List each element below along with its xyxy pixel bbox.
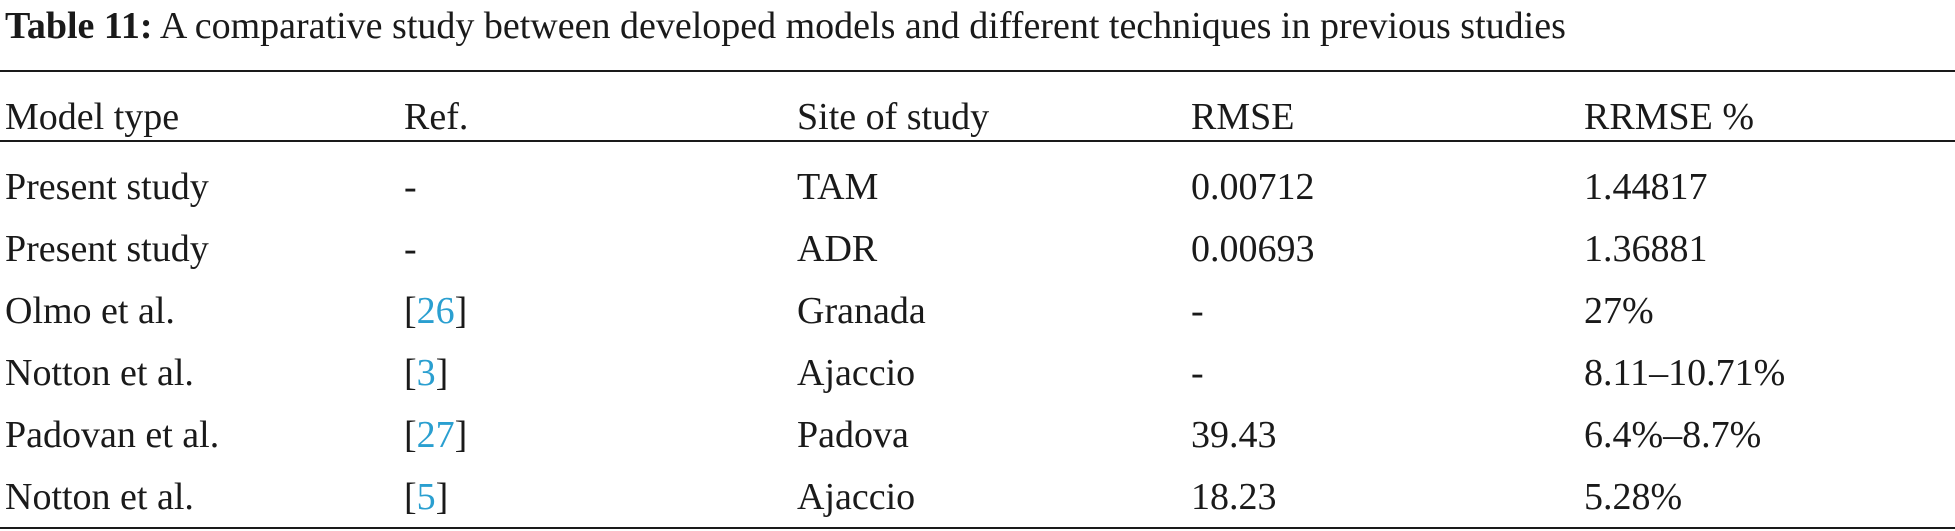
table-caption: Table 11: A comparative study between de…: [5, 0, 1566, 52]
cell-ref: [5]: [404, 476, 449, 518]
cell-model-type: Olmo et al.: [5, 290, 175, 332]
table-bottom-rule: [0, 527, 1955, 529]
cell-site: TAM: [797, 166, 879, 208]
cell-ref: [3]: [404, 352, 449, 394]
cell-ref: -: [404, 228, 417, 270]
cell-site: Granada: [797, 290, 926, 332]
table-row: Notton et al. [3] Ajaccio - 8.11–10.71%: [0, 342, 1955, 404]
table-row: Present study - TAM 0.00712 1.44817: [0, 156, 1955, 218]
cell-rmse: 39.43: [1191, 414, 1277, 456]
reference-link[interactable]: 5: [416, 476, 436, 518]
cell-rmse: 0.00693: [1191, 228, 1315, 270]
table-row: Notton et al. [5] Ajaccio 18.23 5.28%: [0, 466, 1955, 528]
reference-link[interactable]: 3: [416, 352, 436, 394]
reference-link[interactable]: 26: [416, 290, 455, 332]
table-row: Olmo et al. [26] Granada - 27%: [0, 280, 1955, 342]
cell-rrmse: 6.4%–8.7%: [1584, 414, 1762, 456]
cell-rmse: 0.00712: [1191, 166, 1315, 208]
cell-rrmse: 8.11–10.71%: [1584, 352, 1786, 394]
header-site-of-study: Site of study: [797, 96, 990, 138]
cell-ref: -: [404, 166, 417, 208]
table-header-rule: [0, 140, 1955, 142]
cell-rmse: 18.23: [1191, 476, 1277, 518]
cell-model-type: Padovan et al.: [5, 414, 220, 456]
cell-ref: [27]: [404, 414, 468, 456]
cell-model-type: Notton et al.: [5, 476, 194, 518]
cell-model-type: Notton et al.: [5, 352, 194, 394]
header-ref: Ref.: [404, 96, 469, 138]
table-caption-label: Table 11:: [5, 5, 153, 47]
header-rmse: RMSE: [1191, 96, 1295, 138]
cell-rrmse: 1.44817: [1584, 166, 1708, 208]
table-row: Padovan et al. [27] Padova 39.43 6.4%–8.…: [0, 404, 1955, 466]
cell-site: Ajaccio: [797, 352, 916, 394]
cell-site: Ajaccio: [797, 476, 916, 518]
cell-site: ADR: [797, 228, 878, 270]
cell-model-type: Present study: [5, 228, 209, 270]
reference-link[interactable]: 27: [416, 414, 455, 456]
cell-rmse: -: [1191, 290, 1204, 332]
cell-rrmse: 27%: [1584, 290, 1654, 332]
table-caption-text: A comparative study between developed mo…: [152, 5, 1566, 47]
cell-ref: [26]: [404, 290, 468, 332]
cell-rrmse: 1.36881: [1584, 228, 1708, 270]
header-model-type: Model type: [5, 96, 180, 138]
header-rrmse: RRMSE %: [1584, 96, 1754, 138]
cell-rmse: -: [1191, 352, 1204, 394]
table-top-rule: [0, 70, 1955, 72]
cell-site: Padova: [797, 414, 909, 456]
cell-model-type: Present study: [5, 166, 209, 208]
cell-rrmse: 5.28%: [1584, 476, 1683, 518]
table-header-row: Model type Ref. Site of study RMSE RRMSE…: [0, 86, 1955, 148]
table-row: Present study - ADR 0.00693 1.36881: [0, 218, 1955, 280]
